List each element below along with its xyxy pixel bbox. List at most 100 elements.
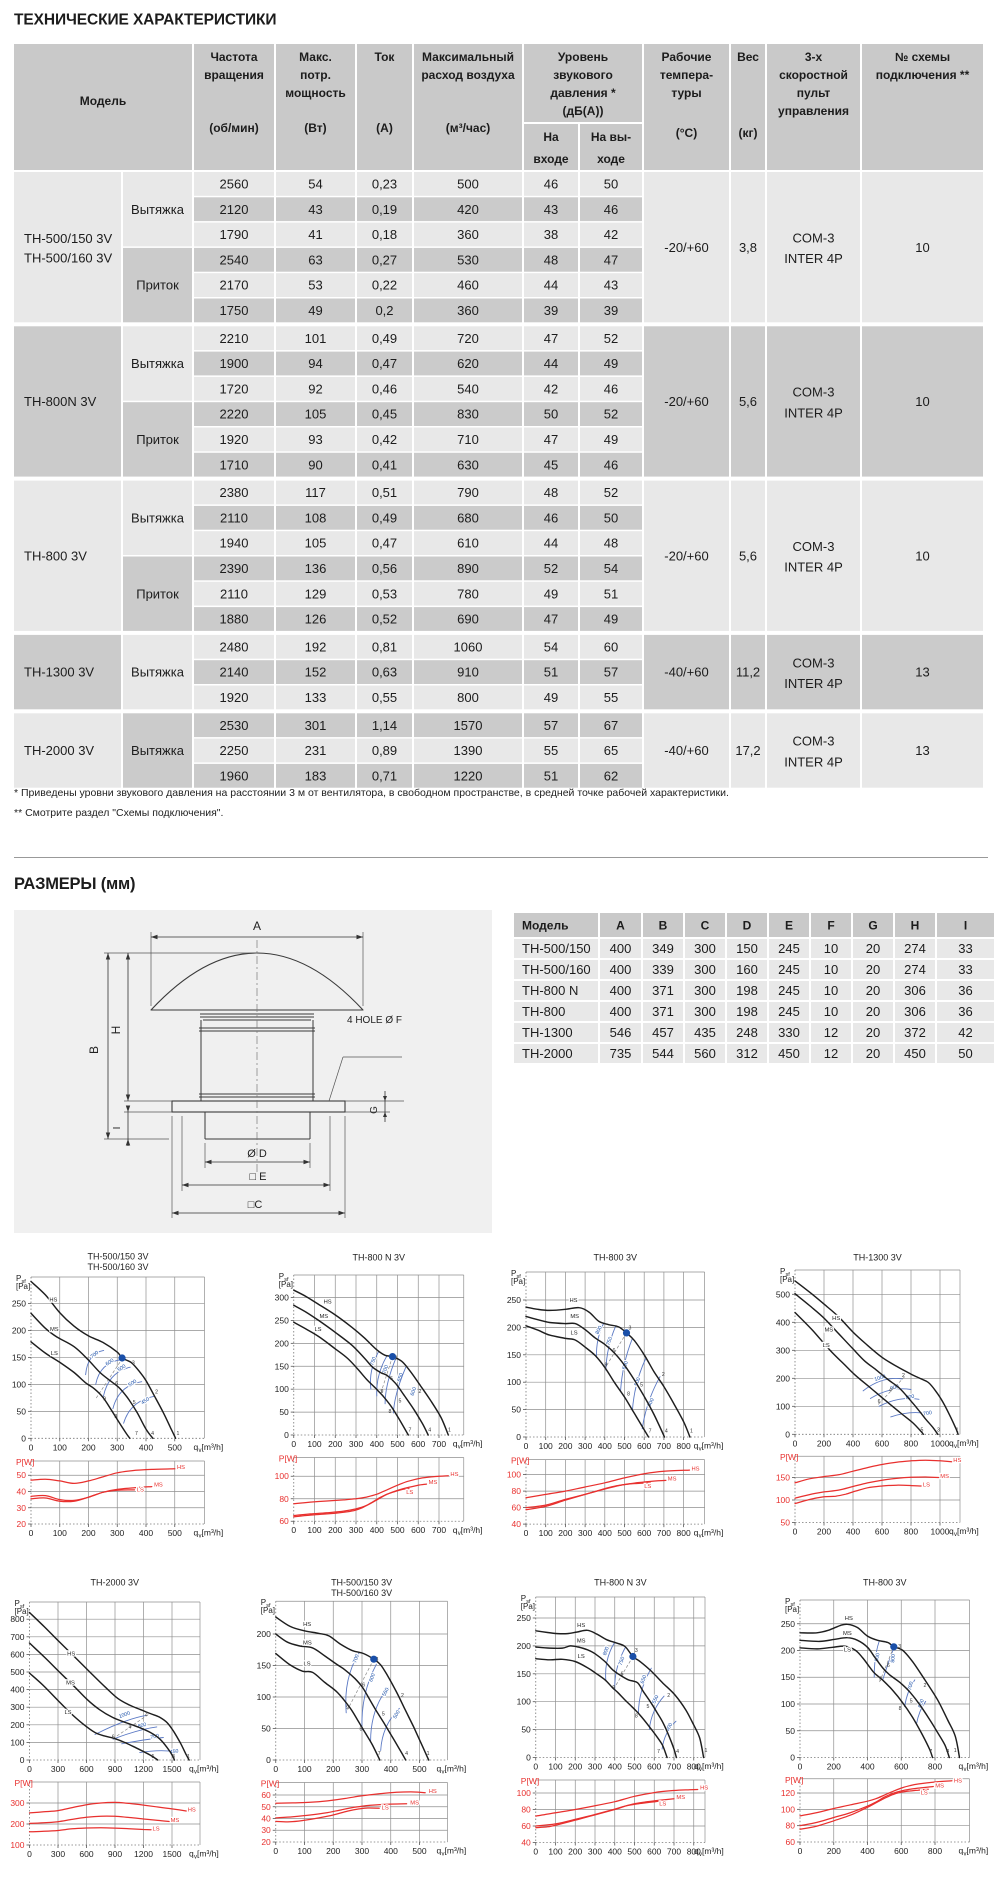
svg-text:[m³/h]: [m³/h] [461, 1525, 483, 1535]
svg-text:92: 92 [308, 381, 322, 396]
svg-text:300: 300 [694, 1004, 716, 1019]
svg-text:400: 400 [139, 1442, 153, 1452]
svg-text:v: v [699, 1447, 702, 1453]
svg-text:100: 100 [275, 1471, 289, 1481]
svg-text:600: 600 [637, 1528, 651, 1538]
svg-text:v: v [442, 1770, 445, 1776]
svg-text:q: q [194, 1442, 199, 1452]
svg-text:8: 8 [899, 1706, 902, 1712]
svg-text:HS: HS [429, 1789, 437, 1795]
svg-text:1880: 1880 [220, 612, 249, 627]
svg-text:500: 500 [776, 1289, 790, 1299]
svg-text:q: q [694, 1846, 699, 1856]
svg-text:10: 10 [915, 240, 929, 255]
svg-text:0,42: 0,42 [372, 432, 397, 447]
svg-text:[Pa]: [Pa] [780, 1275, 794, 1284]
svg-text:371: 371 [652, 983, 674, 998]
svg-text:10: 10 [824, 983, 838, 998]
svg-text:700: 700 [10, 1632, 24, 1642]
svg-text:600: 600 [875, 1527, 889, 1537]
svg-text:v: v [442, 1852, 445, 1858]
svg-text:MS: MS [570, 1314, 579, 1320]
svg-text:50: 50 [17, 1406, 27, 1416]
svg-text:MS: MS [303, 1641, 312, 1647]
svg-text:306: 306 [904, 1004, 926, 1019]
svg-text:540: 540 [457, 381, 479, 396]
svg-text:300: 300 [349, 1439, 363, 1449]
svg-text:I: I [112, 1127, 123, 1130]
svg-text:B: B [87, 1046, 101, 1054]
svg-text:300: 300 [275, 1293, 289, 1303]
svg-text:500: 500 [627, 1762, 641, 1772]
svg-text:7: 7 [657, 1749, 660, 1755]
svg-text:[m³/h]: [m³/h] [202, 1442, 224, 1452]
svg-text:[Pa]: [Pa] [15, 1607, 29, 1616]
svg-text:ТН-500/150 3V: ТН-500/150 3V [24, 231, 112, 246]
svg-text:Частота: Частота [210, 50, 257, 64]
svg-text:460: 460 [457, 278, 479, 293]
svg-text:600: 600 [647, 1847, 661, 1857]
svg-text:500: 500 [412, 1764, 426, 1774]
svg-text:200: 200 [568, 1847, 582, 1857]
svg-text:800: 800 [928, 1846, 942, 1856]
svg-text:800: 800 [457, 690, 479, 705]
svg-text:1000: 1000 [874, 1374, 887, 1383]
svg-text:60: 60 [279, 1516, 289, 1526]
svg-text:420: 420 [457, 202, 479, 217]
svg-text:50: 50 [781, 1518, 791, 1528]
svg-text:450: 450 [904, 1046, 926, 1061]
svg-text:[m³/h]: [m³/h] [202, 1528, 224, 1538]
svg-text:400: 400 [860, 1762, 874, 1772]
svg-text:0,2: 0,2 [375, 303, 393, 318]
svg-text:530: 530 [457, 252, 479, 267]
svg-text:давления *: давления * [550, 86, 616, 100]
svg-text:0,22: 0,22 [372, 278, 397, 293]
svg-text:250: 250 [275, 1315, 289, 1325]
svg-text:v: v [964, 1767, 967, 1773]
svg-text:HS: HS [845, 1616, 853, 1622]
svg-text:48: 48 [544, 252, 558, 267]
svg-text:(дБ(А)): (дБ(А)) [563, 104, 604, 118]
svg-text:94: 94 [308, 356, 322, 371]
svg-text:200: 200 [817, 1527, 831, 1537]
svg-text:2: 2 [902, 1373, 905, 1379]
svg-text:50: 50 [604, 510, 618, 525]
svg-text:100: 100 [517, 1788, 531, 1798]
svg-text:[m³/h]: [m³/h] [967, 1761, 989, 1771]
svg-text:9: 9 [605, 1362, 608, 1368]
svg-text:312: 312 [736, 1046, 758, 1061]
svg-text:6: 6 [612, 1348, 615, 1354]
svg-text:1: 1 [187, 1754, 190, 1760]
svg-text:2: 2 [401, 1693, 404, 1699]
svg-text:MS: MS [940, 1474, 949, 1480]
svg-text:HS: HS [188, 1807, 196, 1813]
svg-text:1: 1 [705, 1748, 708, 1754]
svg-text:560: 560 [694, 1046, 716, 1061]
svg-text:80: 80 [512, 1486, 522, 1496]
svg-text:60: 60 [786, 1837, 796, 1847]
svg-text:TH-500/160 3V: TH-500/160 3V [331, 1588, 392, 1598]
svg-text:2: 2 [155, 1390, 158, 1396]
svg-text:300: 300 [110, 1442, 124, 1452]
svg-text:0,51: 0,51 [372, 485, 397, 500]
svg-text:245: 245 [778, 962, 800, 977]
svg-text:830: 830 [457, 407, 479, 422]
svg-text:600: 600 [411, 1525, 425, 1535]
svg-text:sf: sf [20, 1604, 25, 1610]
svg-text:Ø D: Ø D [247, 1148, 267, 1160]
svg-text:600: 600 [637, 1441, 651, 1451]
svg-text:0,45: 0,45 [372, 407, 397, 422]
svg-text:274: 274 [904, 941, 926, 956]
svg-text:800: 800 [687, 1847, 701, 1857]
svg-text:HS: HS [324, 1300, 332, 1306]
svg-text:700: 700 [923, 1410, 933, 1417]
svg-text:P[W]: P[W] [785, 1775, 803, 1785]
svg-text:-40/+60: -40/+60 [664, 665, 708, 680]
svg-text:5: 5 [152, 1754, 155, 1760]
svg-text:H: H [911, 919, 920, 933]
svg-text:400: 400 [370, 1439, 384, 1449]
svg-text:117: 117 [305, 485, 326, 500]
svg-text:46: 46 [544, 177, 558, 192]
svg-text:0: 0 [291, 1439, 296, 1449]
svg-text:200: 200 [81, 1528, 95, 1538]
